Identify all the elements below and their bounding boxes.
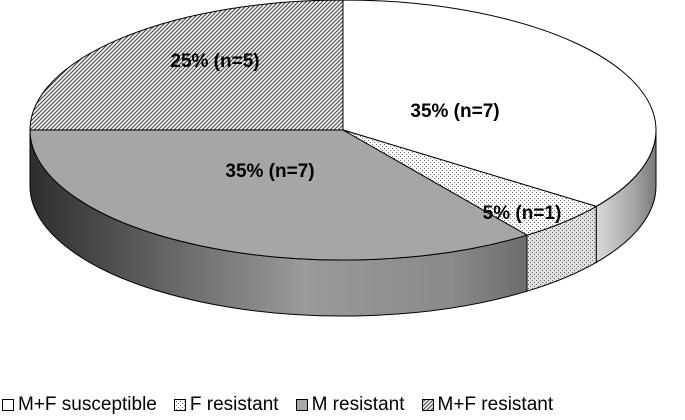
legend-item-f-resistant: F resistant [172,394,279,416]
pie-labels: 35% (n=7) 5% (n=1) 35% (n=7) 25% (n=5) [170,51,561,224]
legend-label-m-resistant: M resistant [311,394,405,415]
slice-m-f-susceptible-label: 35% (n=7) [410,101,499,122]
slice-f-resistant-side-shade [526,206,597,292]
chart-legend: M+F susceptible F resistant M resistant M+F… [0,393,685,417]
legend-label-f-resistant: F resistant [189,394,279,415]
slice-f-resistant-label: 5% (n=1) [483,203,562,224]
legend-item-m-f-susceptible: M+F susceptible [0,394,157,416]
legend-swatch-m-f-resistant [421,399,434,411]
legend-swatch-f-resistant [173,399,186,411]
legend-swatch-m-resistant [295,399,308,411]
pie-sides [29,129,657,317]
pie-tops [29,0,657,261]
legend-label-m-f-resistant: M+F resistant [437,394,554,415]
legend-item-m-f-resistant: M+F resistant [420,394,554,416]
slice-m-f-resistant-label: 25% (n=5) [170,51,259,72]
slice-m-resistant-label: 35% (n=7) [225,161,314,182]
legend-label-m-f-susceptible: M+F susceptible [18,394,157,415]
slice-m-f-susceptible [342,0,657,207]
legend-item-m-resistant: M resistant [294,394,405,416]
slice-m-resistant [29,129,529,261]
slice-m-f-resistant [29,0,344,131]
legend-swatch-m-f-susceptible [2,399,14,411]
